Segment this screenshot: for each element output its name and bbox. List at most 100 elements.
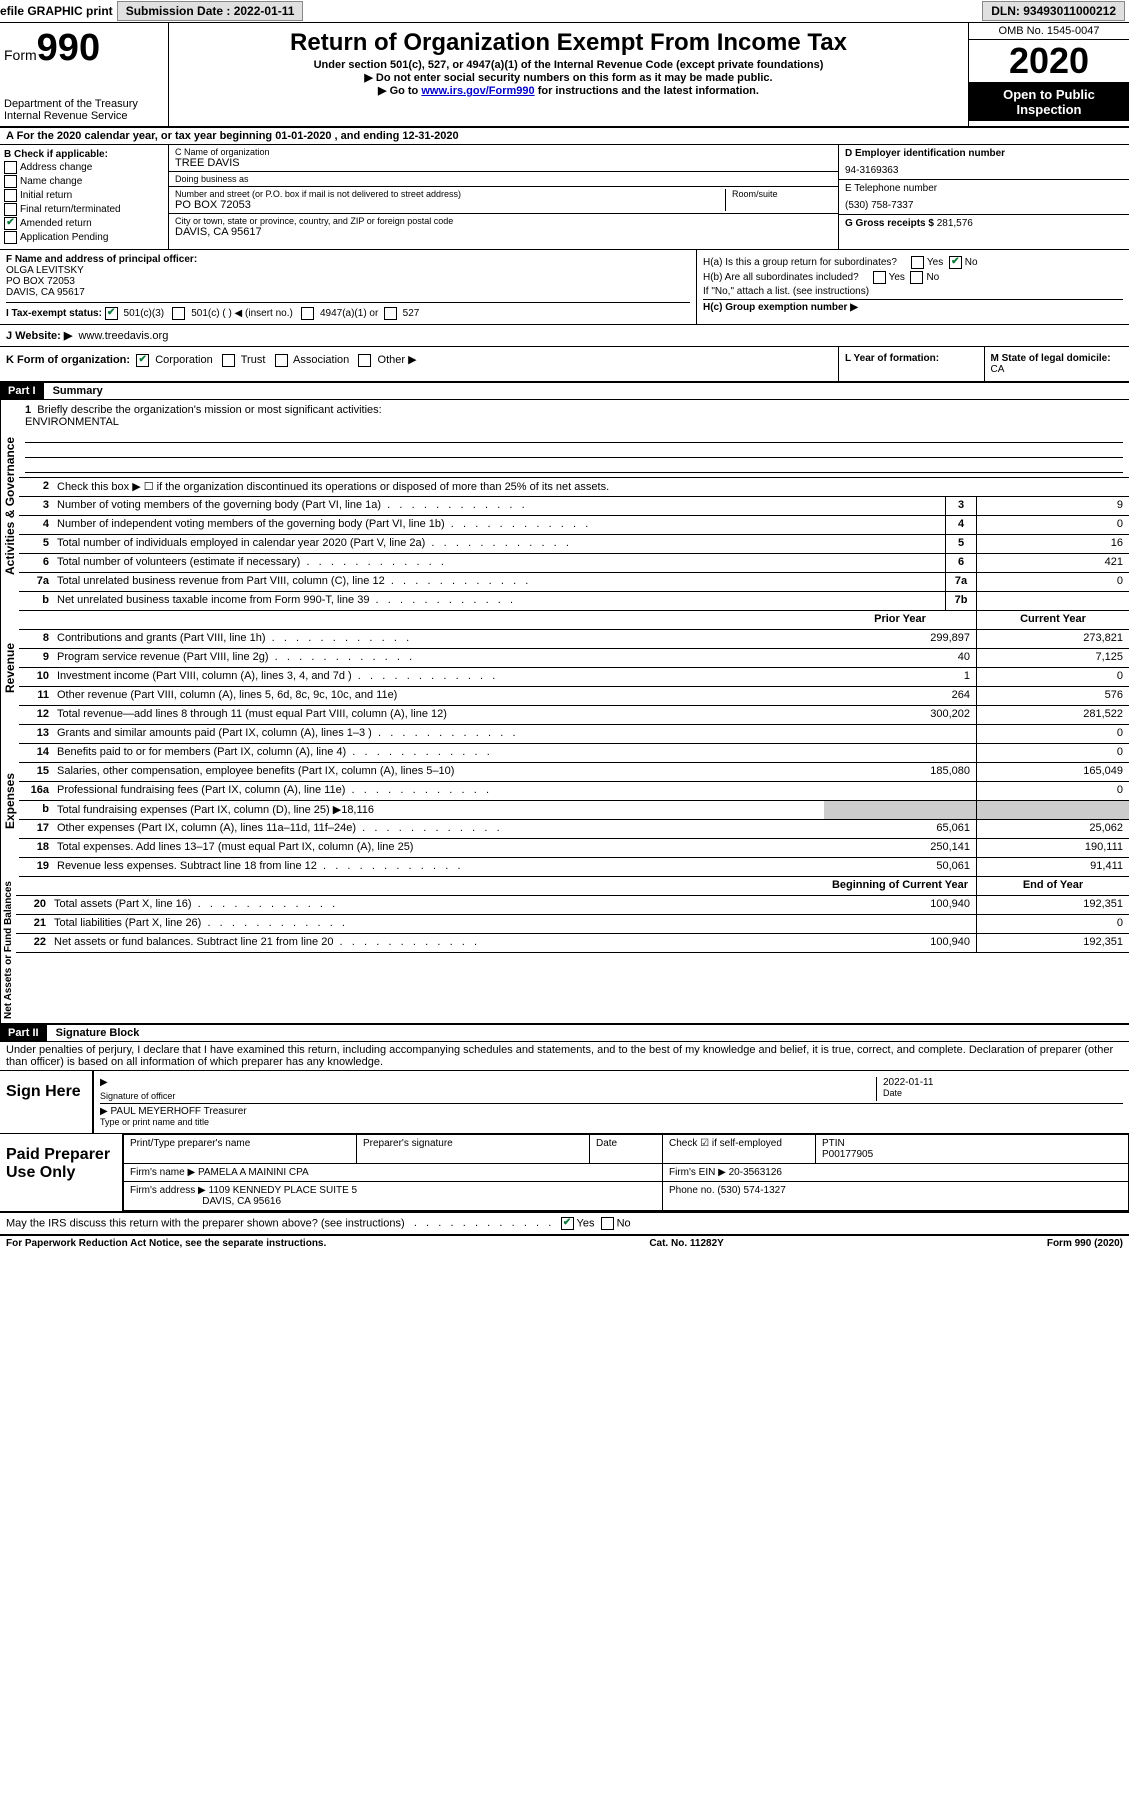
form-title: Return of Organization Exempt From Incom…	[177, 29, 960, 57]
firm-label: Firm's name ▶	[130, 1167, 195, 1178]
l22p: 100,940	[824, 934, 977, 952]
faddr2: DAVIS, CA 95616	[202, 1196, 281, 1207]
cb-501c3[interactable]	[105, 307, 118, 320]
part2-header-row: Part II Signature Block	[0, 1025, 1129, 1042]
rot-revenue: Revenue	[0, 611, 19, 725]
dln-button[interactable]: DLN: 93493011000212	[982, 1, 1125, 21]
section-revenue: Revenue Prior YearCurrent Year 8Contribu…	[0, 611, 1129, 725]
l16bc	[977, 801, 1129, 819]
dba-label: Doing business as	[175, 174, 832, 184]
l16bp	[824, 801, 977, 819]
l18d: Total expenses. Add lines 13–17 (must eq…	[53, 839, 824, 857]
hdr-end: End of Year	[977, 877, 1129, 895]
discuss-no: No	[617, 1217, 631, 1229]
tax-year: 2020	[969, 40, 1129, 83]
cb-app-label: Application Pending	[20, 232, 108, 243]
cb-amend-label: Amended return	[20, 218, 92, 229]
cb-addr-label: Address change	[20, 162, 92, 173]
l22d: Net assets or fund balances. Subtract li…	[50, 934, 824, 952]
gross-label: G Gross receipts $	[845, 218, 934, 229]
cb-4947[interactable]	[301, 307, 314, 320]
sub3-post: for instructions and the latest informat…	[535, 85, 759, 97]
l16ad: Professional fundraising fees (Part IX, …	[53, 782, 824, 800]
officer-name: OLGA LEVITSKY	[6, 265, 690, 276]
cb-other[interactable]	[358, 354, 371, 367]
header-right: OMB No. 1545-0047 2020 Open to Public In…	[968, 23, 1129, 126]
l14c: 0	[977, 744, 1129, 762]
cb-hb-yes[interactable]	[873, 271, 886, 284]
pra-notice: For Paperwork Reduction Act Notice, see …	[6, 1238, 326, 1249]
m-label: M State of legal domicile:	[991, 353, 1111, 364]
cb-final-label: Final return/terminated	[20, 204, 121, 215]
l16ap	[824, 782, 977, 800]
cb-ha-no[interactable]	[949, 256, 962, 269]
form990-link[interactable]: www.irs.gov/Form990	[421, 85, 534, 97]
l8c: 273,821	[977, 630, 1129, 648]
cb-ha-yes[interactable]	[911, 256, 924, 269]
ha-label: H(a) Is this a group return for subordin…	[703, 257, 897, 268]
col-f: F Name and address of principal officer:…	[0, 250, 697, 324]
l21c: 0	[977, 915, 1129, 933]
l19p: 50,061	[824, 858, 977, 876]
org-name-label: C Name of organization	[175, 147, 832, 157]
cb-discuss-yes[interactable]	[561, 1217, 574, 1230]
sig-officer-label: Signature of officer	[100, 1091, 876, 1101]
city-label: City or town, state or province, country…	[175, 216, 832, 226]
l12p: 300,202	[824, 706, 977, 724]
form-label: Form	[4, 47, 37, 63]
cb-final-return[interactable]	[4, 203, 17, 216]
cb-address-change[interactable]	[4, 161, 17, 174]
dept-label: Department of the Treasury Internal Reve…	[4, 98, 164, 122]
sig-name-label: Type or print name and title	[100, 1117, 1123, 1127]
l4k: 4	[945, 516, 977, 534]
officer-label: F Name and address of principal officer:	[6, 254, 197, 265]
l12c: 281,522	[977, 706, 1129, 724]
l5v: 16	[977, 535, 1129, 553]
l3k: 3	[945, 497, 977, 515]
l17d: Other expenses (Part IX, column (A), lin…	[53, 820, 824, 838]
l14d: Benefits paid to or for members (Part IX…	[53, 744, 824, 762]
q1: Briefly describe the organization's miss…	[37, 404, 381, 416]
cb-application-pending[interactable]	[4, 231, 17, 244]
l22c: 192,351	[977, 934, 1129, 952]
efile-label: efile GRAPHIC print	[0, 4, 113, 18]
line-j: J Website: ▶ www.treedavis.org	[0, 325, 1129, 347]
cat-no: Cat. No. 11282Y	[649, 1238, 723, 1249]
mission-line2	[25, 443, 1123, 458]
section-governance: Activities & Governance 1 Briefly descri…	[0, 400, 1129, 611]
l11p: 264	[824, 687, 977, 705]
street-label: Number and street (or P.O. box if mail i…	[175, 189, 725, 199]
l19c: 91,411	[977, 858, 1129, 876]
firm-value: PAMELA A MAININI CPA	[198, 1167, 309, 1178]
ptin-label: PTIN	[822, 1138, 845, 1149]
cb-initial-return[interactable]	[4, 189, 17, 202]
cb-trust[interactable]	[222, 354, 235, 367]
lbl-trust: Trust	[241, 354, 266, 366]
l4v: 0	[977, 516, 1129, 534]
m-value: CA	[991, 364, 1005, 375]
l21d: Total liabilities (Part X, line 26)	[50, 915, 824, 933]
cb-assoc[interactable]	[275, 354, 288, 367]
tel-value: (530) 758-7337	[845, 200, 1123, 211]
line-a: A For the 2020 calendar year, or tax yea…	[0, 128, 1129, 145]
k-label: K Form of organization:	[6, 354, 130, 366]
col-h: H(a) Is this a group return for subordin…	[697, 250, 1129, 324]
fphone-label: Phone no.	[669, 1185, 715, 1196]
cb-init-label: Initial return	[20, 190, 72, 201]
l20p: 100,940	[824, 896, 977, 914]
cb-name-change[interactable]	[4, 175, 17, 188]
faddr-label: Firm's address ▶	[130, 1185, 206, 1196]
sig-name: PAUL MEYERHOFF Treasurer	[110, 1106, 246, 1117]
cb-corp[interactable]	[136, 354, 149, 367]
submission-date-button[interactable]: Submission Date : 2022-01-11	[117, 1, 304, 21]
l16bd: Total fundraising expenses (Part IX, col…	[53, 801, 824, 819]
l10c: 0	[977, 668, 1129, 686]
cb-hb-no[interactable]	[910, 271, 923, 284]
l7bv	[977, 592, 1129, 610]
l5k: 5	[945, 535, 977, 553]
cb-discuss-no[interactable]	[601, 1217, 614, 1230]
cb-527[interactable]	[384, 307, 397, 320]
cb-amended-return[interactable]	[4, 217, 17, 230]
cb-501c[interactable]	[172, 307, 185, 320]
mission-line3	[25, 458, 1123, 473]
